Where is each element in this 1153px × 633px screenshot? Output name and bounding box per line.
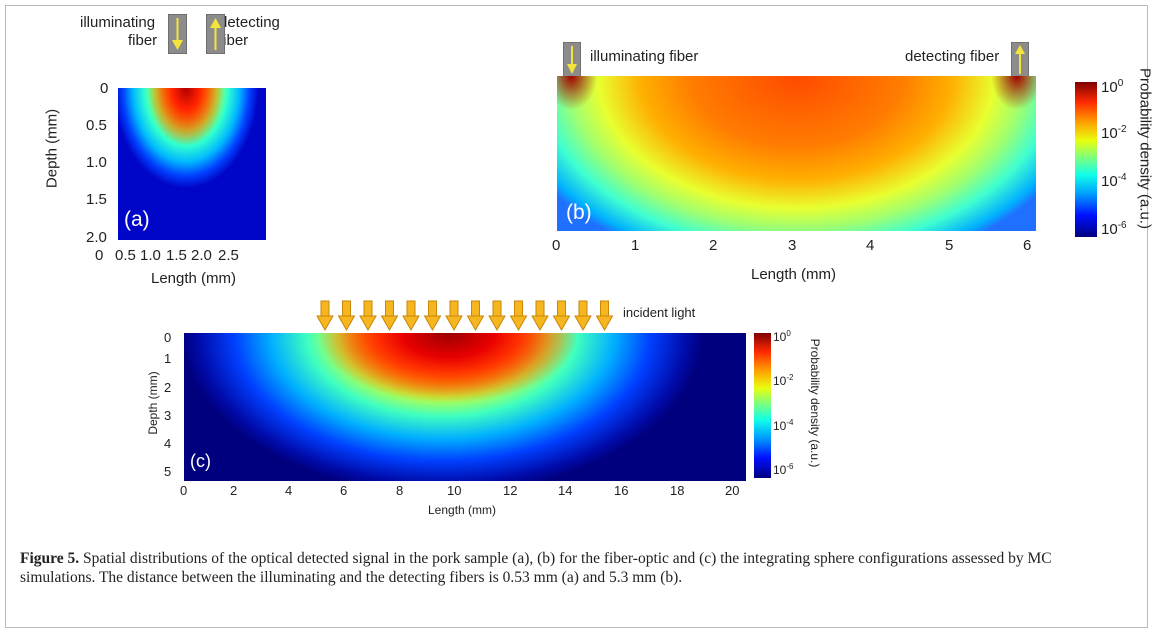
detecting-label-line1: detecting xyxy=(219,14,280,31)
ytick-c-2: 2 xyxy=(164,380,172,395)
ytick-a-3: 1.5 xyxy=(86,191,107,208)
incident-arrow-icon xyxy=(402,300,420,332)
xtick-c-9: 18 xyxy=(670,483,685,498)
panel-c: incident light (c) 0 1 2 3 4 5 Depth (mm… xyxy=(146,300,822,517)
xtick-c-6: 12 xyxy=(503,483,518,498)
xlabel-a: Length (mm) xyxy=(151,270,237,287)
heatmap-b xyxy=(557,76,1036,231)
xtick-c-7: 14 xyxy=(558,483,573,498)
illuminating-label-line1: illuminating xyxy=(80,14,156,31)
incident-arrow-icon xyxy=(552,300,571,332)
cbar-c-tick-3: 10-6 xyxy=(773,462,794,477)
incident-light-label: incident light xyxy=(623,305,696,320)
cbar-b-tick-3: 10-6 xyxy=(1101,220,1127,238)
caption-text: Spatial distributions of the optical det… xyxy=(20,550,1052,586)
incident-arrow-icon xyxy=(488,300,506,332)
cbar-b-tick-1: 10-2 xyxy=(1101,124,1127,142)
xtick-b-0: 0 xyxy=(552,237,561,254)
incident-arrow-icon xyxy=(337,300,356,332)
xtick-c-5: 10 xyxy=(447,483,462,498)
xtick-c-8: 16 xyxy=(614,483,629,498)
xtick-c-4: 8 xyxy=(396,483,404,498)
illuminating-fiber-icon xyxy=(168,14,187,54)
detecting-fiber-icon-b xyxy=(1011,42,1029,78)
xtick-c-10: 20 xyxy=(725,483,740,498)
figure-caption: Figure 5. Spatial distributions of the o… xyxy=(20,549,1130,587)
xtick-b-2: 2 xyxy=(709,237,718,254)
xlabel-c: Length (mm) xyxy=(428,503,497,517)
panel-letter-c: (c) xyxy=(190,451,211,471)
incident-arrow-icon xyxy=(445,300,463,332)
ytick-c-1: 1 xyxy=(164,351,172,366)
detecting-label-line2: fiber xyxy=(219,32,249,49)
cbar-c-tick-1: 10-2 xyxy=(773,373,794,388)
ytick-c-5: 5 xyxy=(164,464,172,479)
xtick-a-0: 0 xyxy=(95,247,104,264)
panel-letter-a: (a) xyxy=(124,208,150,231)
xtick-b-6: 6 xyxy=(1023,237,1032,254)
incident-arrow-icon xyxy=(380,300,399,332)
ytick-a-0: 0 xyxy=(100,80,109,97)
incident-arrow-icon xyxy=(531,300,549,332)
xtick-a-1: 0.5 xyxy=(115,247,136,264)
incident-arrow-icon xyxy=(359,300,377,332)
caption-label: Figure 5. xyxy=(20,550,80,567)
heatmap-a xyxy=(118,88,266,240)
xtick-b-4: 4 xyxy=(866,237,875,254)
colorbar-b xyxy=(1075,82,1097,237)
incident-arrow-icon xyxy=(595,300,614,332)
cbar-b-tick-0: 100 xyxy=(1101,78,1124,96)
ytick-c-4: 4 xyxy=(164,436,172,451)
incident-arrow-icon xyxy=(466,300,485,332)
xtick-a-5: 2.5 xyxy=(218,247,239,264)
incident-arrow-icon xyxy=(316,300,334,332)
xtick-a-3: 1.5 xyxy=(166,247,187,264)
xtick-b-5: 5 xyxy=(945,237,954,254)
incident-arrow-icon xyxy=(423,300,442,332)
illuminating-fiber-icon-b xyxy=(563,42,581,78)
ylabel-c: Depth (mm) xyxy=(146,371,160,435)
cbar-c-label: Probability density (a.u.) xyxy=(808,338,822,468)
incident-arrow-icon xyxy=(574,300,592,332)
xtick-a-4: 2.0 xyxy=(191,247,212,264)
ytick-c-0: 0 xyxy=(164,330,172,345)
ytick-a-1: 0.5 xyxy=(86,117,107,134)
incident-light-arrows xyxy=(316,300,614,332)
cbar-b-tick-2: 10-4 xyxy=(1101,172,1127,190)
heatmap-c xyxy=(184,333,746,481)
xtick-b-3: 3 xyxy=(788,237,797,254)
ytick-a-4: 2.0 xyxy=(86,229,107,246)
illuminating-label-line2: fiber xyxy=(128,32,158,49)
cbar-c-tick-2: 10-4 xyxy=(773,418,794,433)
xtick-c-0: 0 xyxy=(180,483,188,498)
detecting-fiber-icon xyxy=(206,14,225,54)
incident-arrow-icon xyxy=(509,300,528,332)
cbar-c-tick-0: 100 xyxy=(773,329,791,344)
panel-letter-b: (b) xyxy=(566,201,592,224)
ytick-a-2: 1.0 xyxy=(86,154,107,171)
illuminating-fiber-label-b: illuminating fiber xyxy=(590,48,699,65)
xtick-c-3: 6 xyxy=(340,483,348,498)
xtick-c-2: 4 xyxy=(285,483,293,498)
xlabel-b: Length (mm) xyxy=(751,266,837,283)
ytick-c-3: 3 xyxy=(164,408,172,423)
xtick-c-1: 2 xyxy=(230,483,238,498)
xtick-a-2: 1.0 xyxy=(140,247,161,264)
detecting-fiber-label-b: detecting fiber xyxy=(905,48,1000,65)
colorbar-c xyxy=(754,333,771,478)
panel-a: illuminating fiber detecting fiber (a) 0… xyxy=(0,0,300,300)
xtick-b-1: 1 xyxy=(631,237,640,254)
panel-b: illuminating fiber detecting fiber (b) 0… xyxy=(0,0,1153,300)
